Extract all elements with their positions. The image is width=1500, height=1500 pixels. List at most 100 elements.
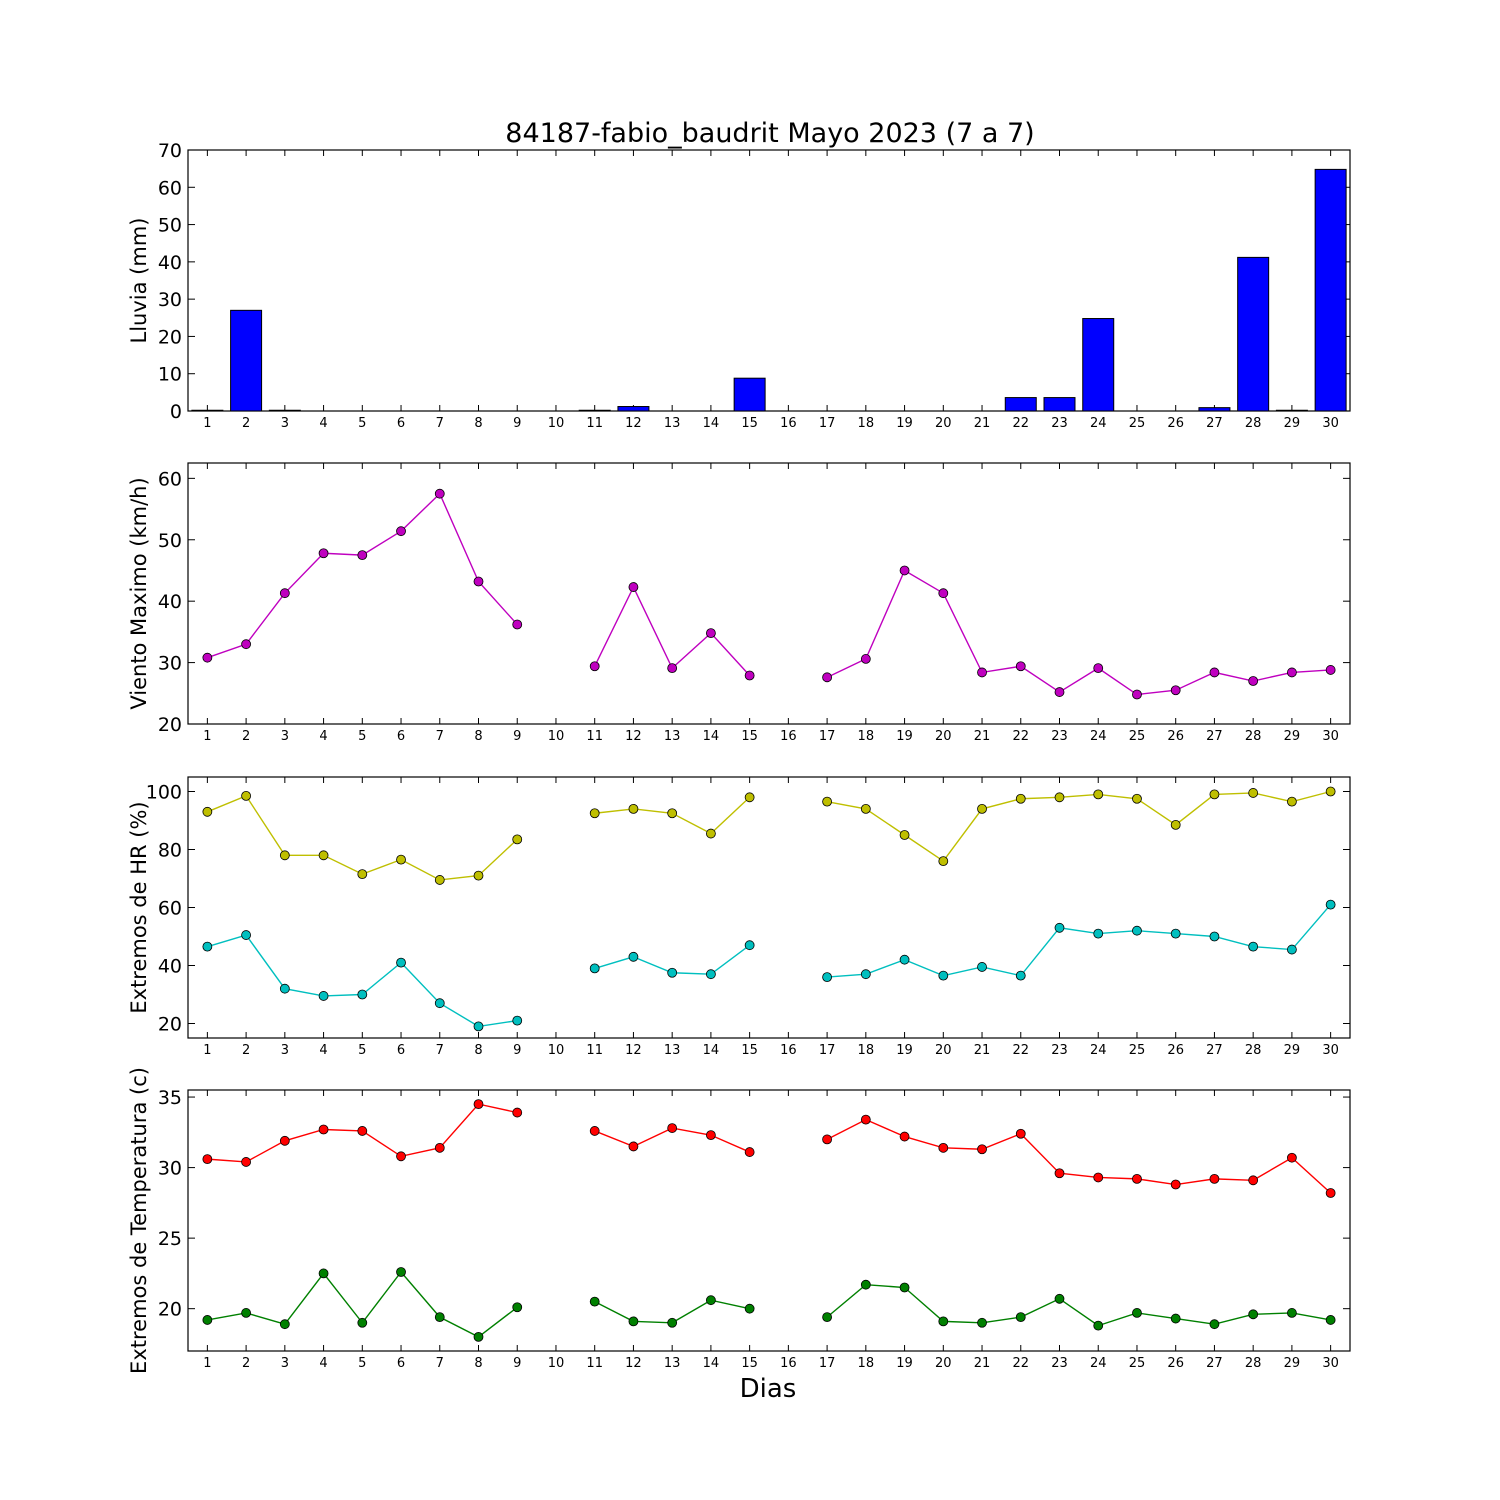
x-tick-label: 3 <box>281 729 289 744</box>
series-2-point-day-27 <box>1209 1319 1220 1330</box>
x-tick-label: 21 <box>974 729 991 744</box>
x-tick-label: 29 <box>1284 1356 1301 1371</box>
y-axis-label: Viento Maximo (km/h) <box>127 477 151 709</box>
series-2-point-day-22 <box>1015 970 1026 981</box>
series-2-point-day-12 <box>628 951 639 962</box>
x-tick-label: 8 <box>474 416 482 431</box>
x-tick-label: 13 <box>664 1356 681 1371</box>
series-1-point-day-30 <box>1325 1188 1336 1198</box>
series-1-point-day-9 <box>512 834 523 845</box>
series-1-point-day-22 <box>1015 793 1026 804</box>
series-2-point-day-12 <box>628 1316 639 1327</box>
series-2-point-day-5 <box>357 1317 368 1328</box>
x-tick-label: 3 <box>281 1356 289 1371</box>
series-1-point-day-28 <box>1248 788 1259 798</box>
series-1-point-day-17 <box>822 1134 832 1145</box>
bar-day-3 <box>268 409 301 412</box>
x-tick-label: 3 <box>281 416 289 431</box>
series-2-point-day-21 <box>977 962 987 972</box>
series-1-point-day-7 <box>434 1142 445 1153</box>
x-tick-label: 7 <box>436 1043 444 1058</box>
y-tick-label: 20 <box>158 326 182 348</box>
x-tick-label: 13 <box>664 416 681 431</box>
series-1-point-day-13 <box>667 1123 678 1133</box>
series-1-point-day-21 <box>977 1144 987 1155</box>
series-2-point-day-22 <box>1015 1312 1026 1323</box>
series-1-point-day-9 <box>512 619 523 630</box>
series-1-point-day-12 <box>628 582 639 592</box>
x-tick-label: 20 <box>935 729 952 744</box>
series-2-point-day-25 <box>1132 925 1142 936</box>
series-2-point-day-30 <box>1325 1315 1336 1325</box>
series-1-point-day-15 <box>744 670 755 681</box>
series-2-point-day-26 <box>1170 1313 1181 1324</box>
series-1-point-day-18 <box>860 804 871 814</box>
series-2-point-day-27 <box>1209 931 1220 942</box>
x-tick-label: 26 <box>1167 1043 1184 1058</box>
series-2-point-day-15 <box>744 1303 755 1314</box>
y-tick-label: 20 <box>158 714 182 736</box>
x-tick-label: 18 <box>858 1043 875 1058</box>
series-1-point-day-27 <box>1209 1173 1220 1184</box>
series-2-point-day-23 <box>1054 922 1065 933</box>
series-1-point-day-3 <box>279 1135 290 1146</box>
series-2-point-day-1 <box>202 1315 213 1325</box>
series-1-point-day-22 <box>1015 661 1026 672</box>
x-tick-label: 7 <box>436 416 444 431</box>
x-tick-label: 2 <box>242 729 250 744</box>
x-tick-label: 30 <box>1322 729 1339 744</box>
series-1-point-day-2 <box>241 639 252 650</box>
series-1-point-day-5 <box>357 869 368 880</box>
series-1-point-day-27 <box>1209 789 1220 800</box>
series-1-point-day-29 <box>1287 1152 1297 1163</box>
series-1-point-day-17 <box>822 796 832 807</box>
series-1-point-day-20 <box>938 1142 949 1153</box>
series-2-point-day-18 <box>860 969 871 980</box>
x-tick-label: 27 <box>1206 1356 1223 1371</box>
series-2-point-day-24 <box>1093 928 1104 939</box>
x-tick-label: 25 <box>1129 416 1146 431</box>
bar-day-29 <box>1275 409 1308 412</box>
x-tick-label: 15 <box>741 1043 758 1058</box>
series-1-point-day-1 <box>202 806 213 817</box>
y-tick-label: 40 <box>158 591 182 613</box>
series-2-point-day-28 <box>1248 941 1259 952</box>
series-1-point-day-20 <box>938 588 949 599</box>
x-tick-label: 22 <box>1012 1043 1029 1058</box>
x-tick-label: 23 <box>1051 729 1068 744</box>
x-tick-label: 1 <box>203 1043 211 1058</box>
x-tick-label: 9 <box>513 416 521 431</box>
x-tick-label: 1 <box>203 729 211 744</box>
y-tick-label: 60 <box>158 898 182 920</box>
series-2-point-day-5 <box>357 989 368 1000</box>
x-tick-label: 28 <box>1245 1043 1262 1058</box>
x-tick-label: 4 <box>319 729 327 744</box>
series-1-point-day-25 <box>1132 793 1142 804</box>
series-2-point-day-21 <box>977 1317 987 1328</box>
x-tick-label: 18 <box>858 729 875 744</box>
series-1-point-day-2 <box>241 1157 252 1167</box>
series-2-point-day-3 <box>279 983 290 994</box>
x-tick-label: 20 <box>935 1043 952 1058</box>
series-1-point-day-6 <box>396 526 406 537</box>
x-tick-label: 2 <box>242 1043 250 1058</box>
x-tick-label: 2 <box>242 1356 250 1371</box>
x-tick-label: 9 <box>513 1356 521 1371</box>
bar-day-1 <box>191 409 224 412</box>
x-tick-label: 28 <box>1245 416 1262 431</box>
series-2-point-day-23 <box>1054 1293 1065 1304</box>
x-tick-label: 1 <box>203 416 211 431</box>
series-2-point-day-28 <box>1248 1309 1259 1320</box>
y-tick-label: 30 <box>158 653 182 675</box>
series-1-point-day-28 <box>1248 1175 1259 1186</box>
series-2-point-day-29 <box>1287 944 1297 955</box>
x-tick-label: 15 <box>741 1356 758 1371</box>
x-tick-label: 20 <box>935 1356 952 1371</box>
series-1-point-day-20 <box>938 856 949 866</box>
x-tick-label: 24 <box>1090 1043 1107 1058</box>
x-tick-label: 30 <box>1322 416 1339 431</box>
